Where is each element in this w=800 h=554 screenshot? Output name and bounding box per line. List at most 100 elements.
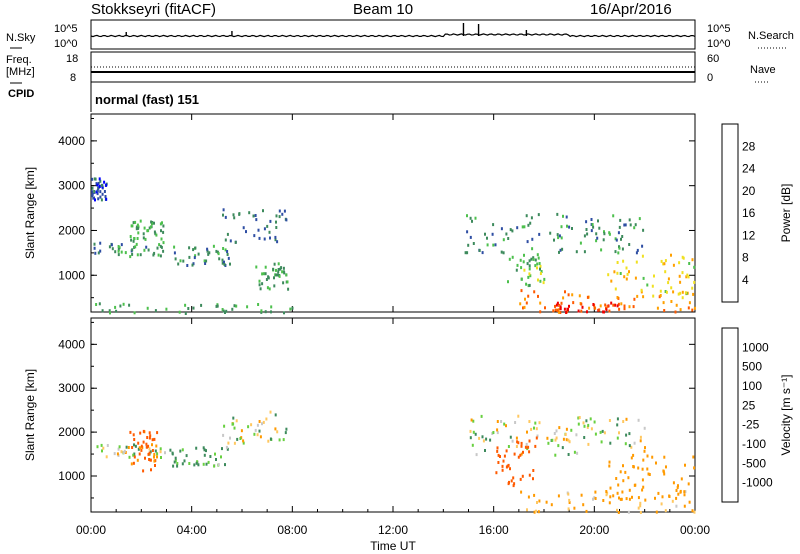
power-cell — [226, 253, 229, 256]
colorbar-label-power: Power [dB] — [779, 184, 793, 243]
power-cell — [248, 211, 251, 215]
power-cell — [93, 190, 96, 193]
power-cell — [561, 247, 564, 251]
power-cell — [145, 245, 148, 249]
velocity-cell — [637, 506, 640, 510]
velocity-cell — [655, 510, 658, 514]
power-cell — [614, 287, 617, 291]
power-cell — [153, 251, 156, 255]
velocity-cell — [519, 477, 522, 481]
power-cell — [494, 243, 497, 247]
velocity-cell — [205, 449, 207, 453]
power-cell — [282, 270, 285, 274]
velocity-cell — [256, 423, 259, 427]
power-cell — [238, 212, 241, 216]
power-cell — [266, 224, 269, 228]
velocity-cell — [176, 462, 179, 465]
velocity-cell — [618, 496, 620, 500]
power-cell — [610, 279, 613, 283]
power-cell — [505, 232, 508, 236]
power-cell — [527, 223, 530, 227]
velocity-cell — [683, 490, 686, 494]
power-cell — [277, 262, 280, 266]
power-cell — [606, 304, 609, 308]
power-cell — [568, 304, 570, 308]
power-cell — [525, 282, 528, 286]
panel-frame-power — [90, 113, 696, 313]
velocity-cell — [149, 450, 152, 454]
velocity-cell — [630, 445, 633, 449]
velocity-cell — [632, 453, 635, 457]
velocity-cell — [557, 444, 560, 448]
power-cell — [253, 234, 256, 238]
velocity-cell — [151, 438, 154, 442]
power-cell — [684, 291, 687, 295]
power-cell — [111, 247, 114, 251]
power-cell — [528, 264, 531, 268]
velocity-cell — [127, 446, 130, 449]
power-cell — [693, 265, 696, 269]
power-cell — [143, 248, 146, 252]
velocity-cell — [232, 422, 235, 426]
power-cell — [524, 297, 526, 301]
velocity-cell — [140, 444, 143, 448]
velocity-cell — [138, 452, 141, 456]
power-cell — [543, 277, 546, 281]
power-cell — [205, 259, 208, 263]
velocity-cell — [594, 432, 597, 436]
power-cell — [538, 232, 541, 236]
power-cell — [614, 250, 617, 254]
velocity-cell — [513, 452, 516, 456]
power-cell — [515, 268, 518, 272]
velocity-cell — [643, 426, 646, 430]
power-cell — [466, 214, 468, 218]
velocity-cell — [469, 436, 472, 440]
power-cell — [153, 221, 155, 225]
velocity-cell — [181, 448, 184, 452]
power-cell — [665, 290, 668, 294]
velocity-cell — [612, 494, 615, 498]
power-cell — [612, 303, 615, 307]
xtick-label: 00:00 — [76, 523, 106, 537]
power-cell — [174, 257, 177, 261]
power-cell — [283, 311, 285, 315]
power-cell — [617, 231, 620, 235]
velocity-cell — [146, 436, 149, 439]
velocity-cell — [616, 423, 619, 427]
velocity-cell — [583, 424, 586, 428]
power-cell — [558, 250, 560, 254]
nave-tick-top: 60 — [707, 53, 720, 65]
velocity-cell — [521, 474, 524, 478]
power-cell — [533, 290, 536, 294]
power-cell — [608, 309, 611, 313]
velocity-cell — [665, 465, 667, 469]
velocity-cell — [196, 460, 199, 464]
colorbar-label-vel: Velocity [m s⁻¹] — [779, 374, 793, 455]
velocity-cell — [207, 460, 210, 464]
velocity-cell — [474, 432, 477, 436]
velocity-cell — [144, 456, 146, 460]
velocity-cell — [528, 450, 531, 454]
velocity-cell — [573, 450, 576, 454]
power-cell — [562, 214, 564, 218]
velocity-cell — [100, 443, 103, 447]
velocity-cell — [651, 455, 654, 459]
velocity-cell — [602, 499, 605, 502]
velocity-cell — [172, 464, 175, 468]
velocity-cell — [646, 454, 649, 458]
velocity-cell — [641, 478, 644, 482]
ytick-label-vel: 3000 — [58, 381, 85, 395]
velocity-cell — [269, 437, 272, 441]
velocity-cell — [153, 453, 156, 456]
power-cell — [120, 250, 123, 254]
velocity-cell — [551, 438, 554, 442]
power-cell — [642, 295, 645, 299]
power-cell — [95, 190, 98, 194]
power-cell — [259, 287, 262, 291]
power-cell — [99, 190, 102, 194]
velocity-cell — [538, 499, 541, 503]
velocity-cell — [568, 440, 571, 444]
velocity-cell — [247, 425, 250, 429]
power-cell — [595, 232, 598, 236]
velocity-cell — [484, 449, 486, 452]
